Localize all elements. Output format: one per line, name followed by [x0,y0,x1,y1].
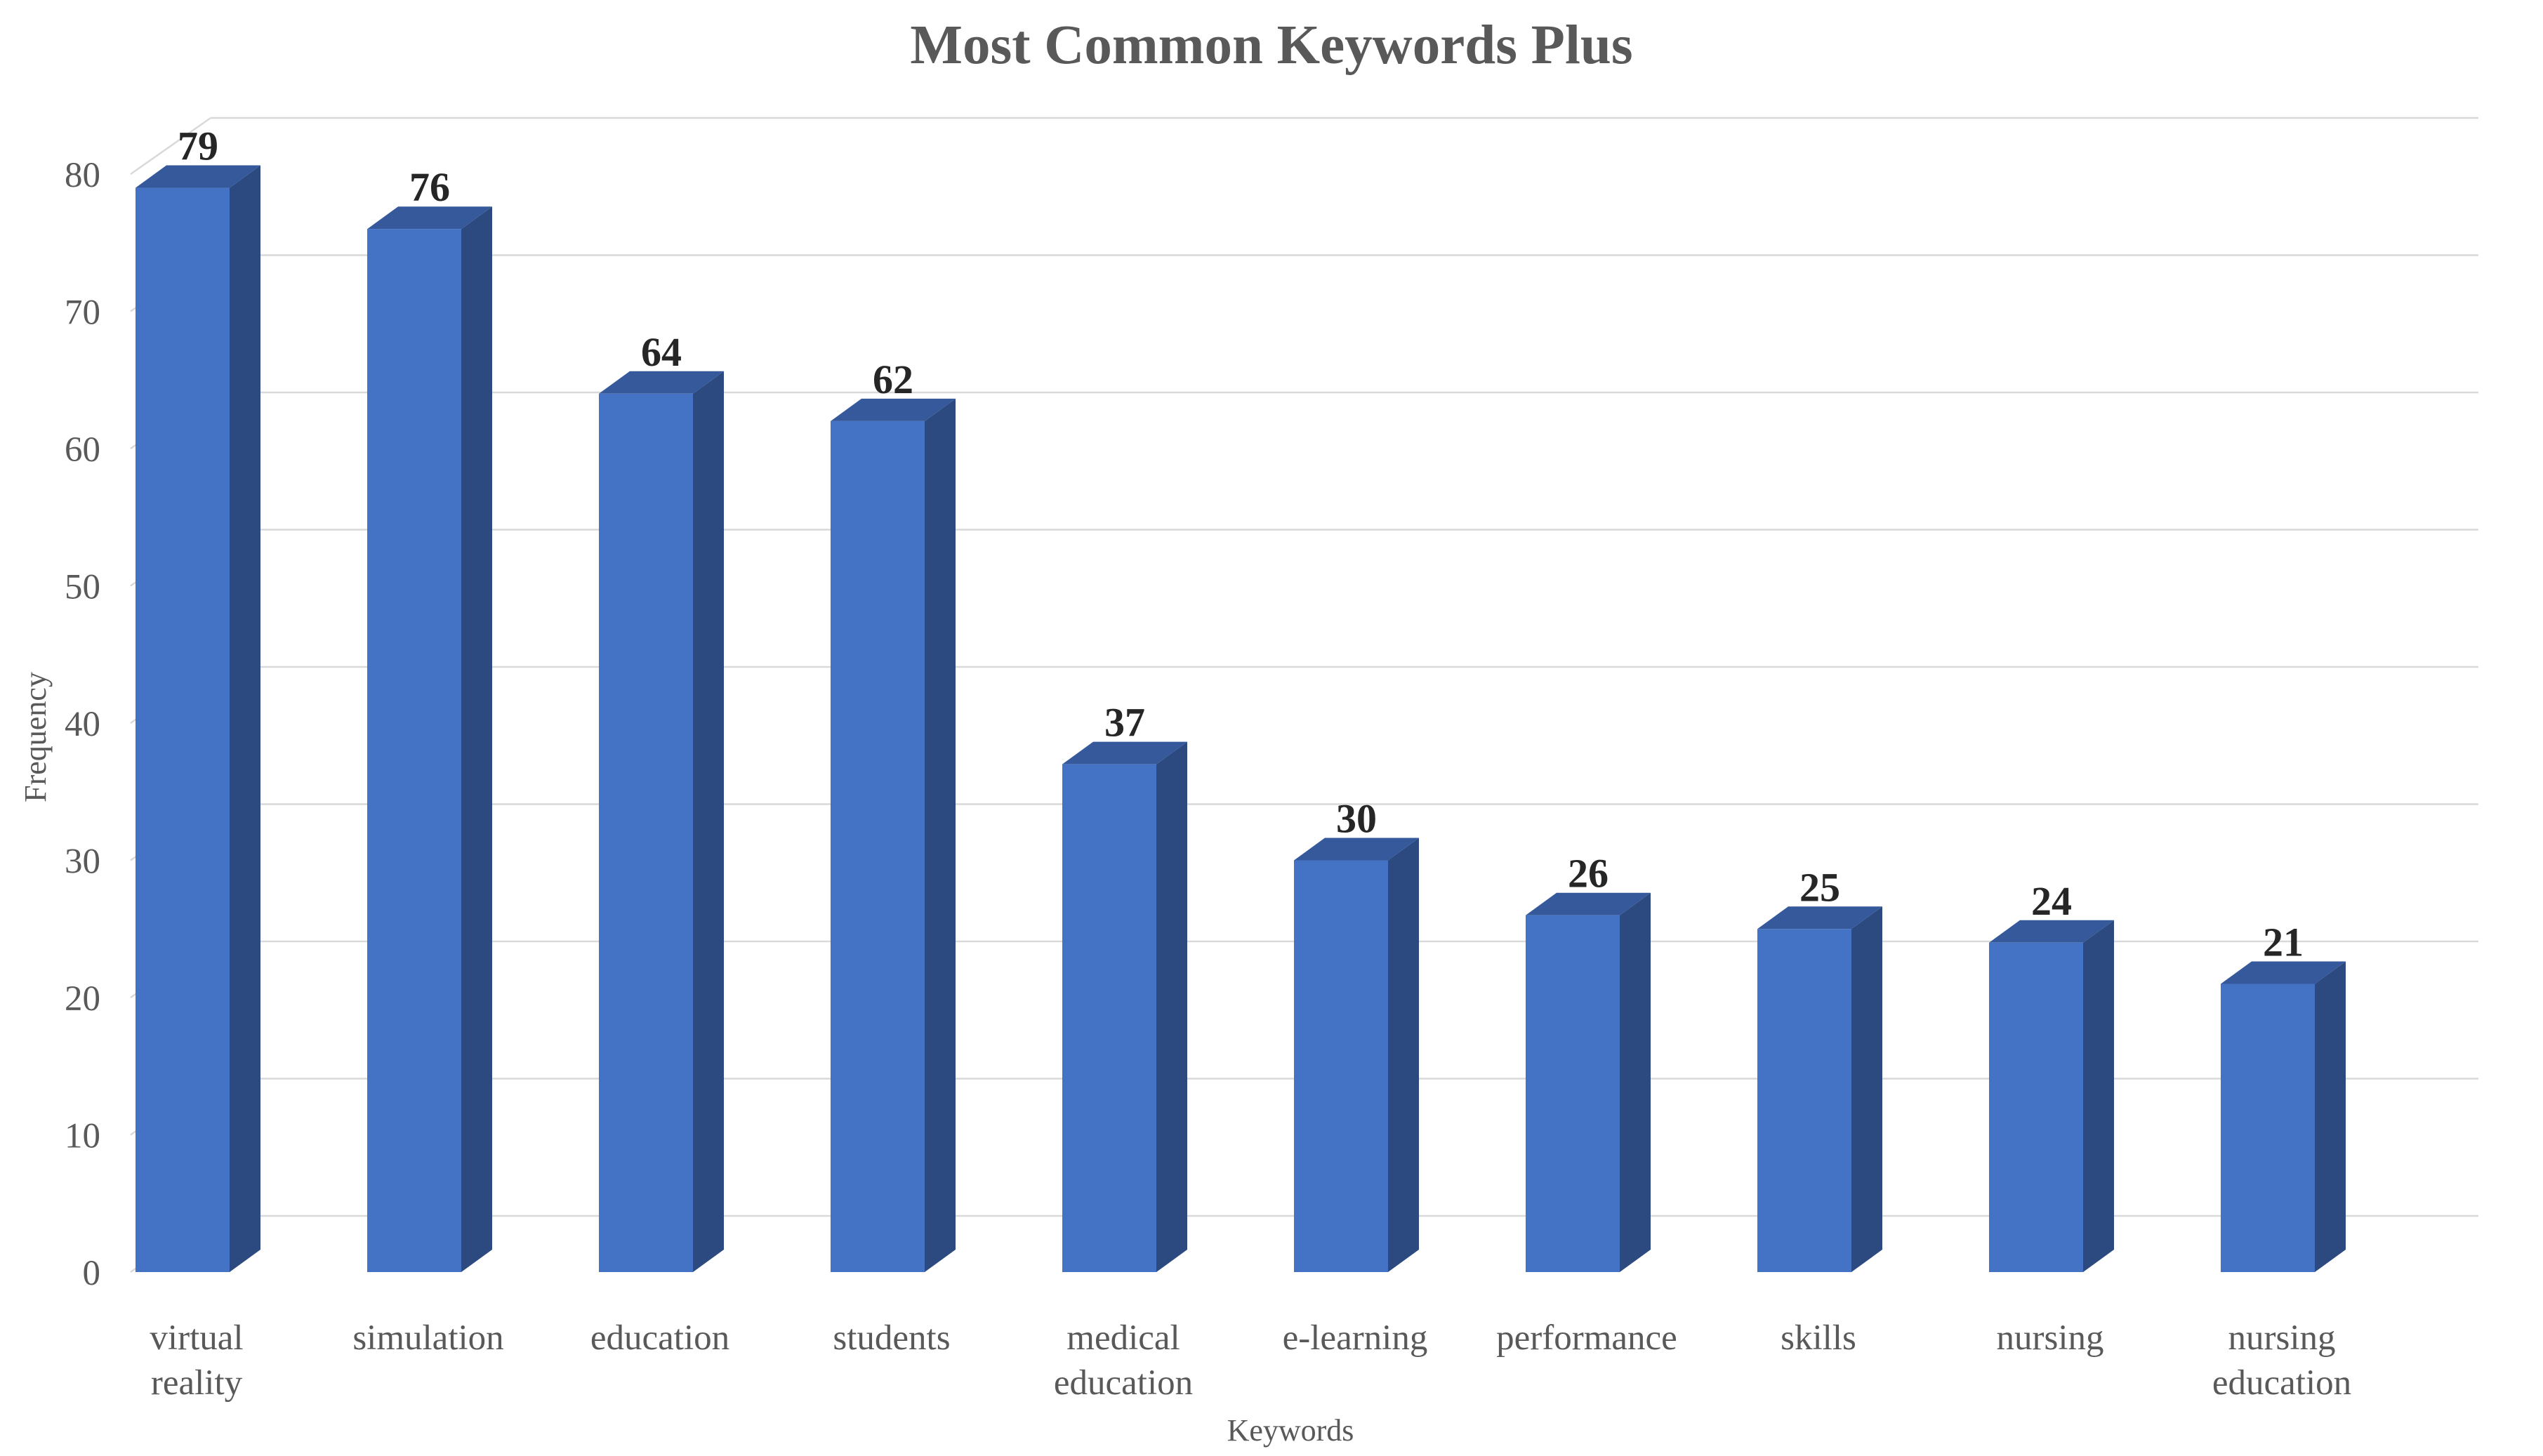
x-category-label: virtual reality [150,1318,243,1403]
y-tick-label: 40 [65,705,100,744]
x-category-label: students [833,1318,950,1358]
bar [1526,892,1651,1272]
bar-side [1388,838,1419,1272]
bar-side [1620,892,1651,1272]
bar-top [1989,920,2114,943]
y-tick-label: 20 [65,979,100,1019]
y-tick-label: 10 [65,1117,100,1156]
bar-top [1062,741,1187,765]
bar-front [1989,942,2083,1272]
bar [599,371,724,1272]
data-label: 79 [178,124,218,169]
bar-side [693,371,724,1272]
bar [1989,920,2114,1272]
x-axis-title: Keywords [1227,1413,1354,1448]
y-tick-label: 30 [65,842,100,882]
x-category-label: performance [1496,1318,1677,1358]
bar-side [230,165,260,1272]
bar [1062,741,1187,1272]
bar [367,206,492,1273]
bar [1294,838,1419,1272]
bar-top [1757,906,1882,929]
x-category-label: nursing education [2212,1318,2351,1403]
x-category-label: skills [1781,1318,1856,1358]
data-label: 30 [1336,796,1377,842]
y-tick-label: 50 [65,568,100,607]
data-label: 21 [2263,919,2304,965]
x-category-label: education [590,1318,729,1358]
bar-top [367,206,492,230]
y-tick-label: 70 [65,293,100,333]
data-label: 62 [873,357,913,402]
chart-title: Most Common Keywords Plus [910,15,1632,76]
bar-front [599,393,693,1272]
bar-top [1294,838,1419,861]
y-tick-label: 80 [65,156,100,195]
x-category-label: simulation [352,1318,503,1358]
bar-front [2221,984,2315,1272]
data-label: 26 [1568,851,1609,896]
bar-top [599,371,724,394]
bar-side [2083,920,2114,1272]
y-axis-ticks: 0 10 20 30 40 50 60 70 80 [65,156,100,1293]
bar-side [461,206,492,1273]
bar-front [1526,915,1620,1272]
bar-top [136,165,260,188]
x-category-label: nursing [1997,1318,2104,1358]
bar-front [367,229,461,1273]
bar-front [831,421,925,1272]
gridline-side [130,117,211,176]
x-category-label: e-learning [1283,1318,1428,1358]
bar-top [1526,892,1651,915]
x-axis-categories: virtual reality simulation education student… [150,1318,2351,1403]
bars [136,165,2346,1273]
bar [2221,961,2346,1272]
data-label: 76 [409,164,450,210]
bar [136,165,260,1272]
bar-side [1851,906,1882,1272]
y-tick-label: 0 [83,1254,101,1293]
data-label: 25 [1799,864,1840,910]
data-labels: 79 76 64 62 37 30 26 25 24 21 [178,124,2304,965]
bar-front [136,187,230,1272]
data-label: 64 [641,329,682,375]
data-label: 24 [2031,878,2072,924]
bar-front [1062,764,1156,1272]
bar-side [1156,741,1187,1272]
bar [831,398,956,1272]
bar-top [2221,961,2346,984]
x-category-label: medical education [1054,1318,1193,1403]
y-axis-title: Frequency [18,672,53,802]
bar-front [1294,860,1388,1272]
bar-side [2315,961,2346,1272]
data-label: 37 [1104,700,1145,746]
bar-front [1757,929,1851,1272]
y-tick-label: 60 [65,430,100,470]
bar [1757,906,1882,1272]
bar-top [831,398,956,421]
bar-side [925,398,956,1272]
